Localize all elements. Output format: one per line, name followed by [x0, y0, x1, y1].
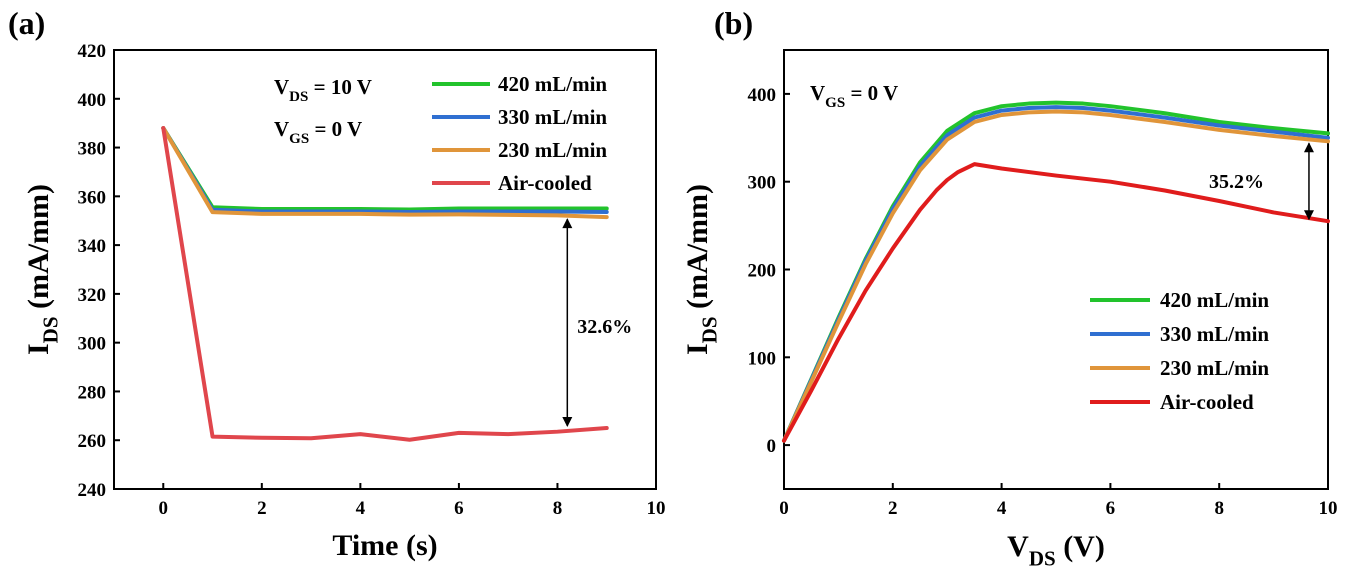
y-tick-label: 260	[78, 431, 107, 452]
plot-frame	[113, 49, 657, 490]
condition-label: VGS = 0 V	[274, 117, 362, 147]
annotation-arrowhead-top	[1303, 142, 1314, 153]
x-axis-label: Time (s)	[332, 529, 437, 562]
x-tick-label: 4	[356, 498, 366, 519]
x-axis-label: VDS (V)	[1007, 530, 1105, 570]
legend-label: Air-cooled	[498, 171, 592, 195]
y-tick-label: 300	[78, 334, 107, 355]
y-tick-label: 420	[78, 41, 107, 62]
y-tick-label: 400	[78, 90, 107, 111]
x-tick-label: 10	[1319, 498, 1338, 519]
y-tick-label: 240	[78, 480, 107, 501]
plot-frame	[783, 49, 1329, 490]
annotation-label: 35.2%	[1209, 171, 1264, 193]
series-line	[161, 126, 609, 212]
series-line	[782, 109, 1330, 443]
annotation-arrowhead-bottom	[1303, 210, 1314, 221]
y-tick-label: 300	[748, 173, 777, 194]
x-tick-label: 2	[257, 498, 267, 519]
y-axis-label: IDS (mA/mm)	[681, 184, 721, 355]
y-tick-label: 280	[78, 382, 107, 403]
x-tick-label: 0	[159, 498, 169, 519]
legend-label: 420 mL/min	[1160, 288, 1269, 312]
legend-label: 230 mL/min	[1160, 356, 1269, 380]
y-tick-label: 320	[78, 285, 107, 306]
panel-label: (b)	[714, 5, 753, 41]
annotation-arrowhead-top	[562, 218, 573, 229]
x-tick-label: 8	[553, 498, 563, 519]
series-line	[161, 126, 609, 442]
x-tick-label: 2	[888, 498, 898, 519]
y-tick-label: 380	[78, 139, 107, 160]
panel-label: (a)	[8, 5, 45, 41]
y-tick-label: 360	[78, 187, 107, 208]
condition-label: VDS = 10 V	[274, 75, 372, 105]
x-tick-label: 6	[454, 498, 464, 519]
y-tick-label: 340	[78, 236, 107, 257]
y-tick-label: 400	[748, 85, 777, 106]
legend-label: 330 mL/min	[1160, 322, 1269, 346]
y-tick-label: 200	[748, 261, 777, 282]
legend-label: 420 mL/min	[498, 72, 607, 96]
series-line	[782, 162, 1330, 443]
x-tick-label: 0	[779, 498, 789, 519]
x-tick-label: 10	[647, 498, 666, 519]
legend-label: 330 mL/min	[498, 105, 607, 129]
legend-label: Air-cooled	[1160, 390, 1254, 414]
annotation-label: 32.6%	[577, 316, 632, 338]
x-tick-label: 6	[1106, 498, 1116, 519]
chart-panel-a: (a) 0 2 4 6 8 10 240 260 280 300 320 340 360 380 400 420…	[8, 5, 666, 562]
x-tick-label: 8	[1214, 498, 1224, 519]
x-tick-label: 4	[997, 498, 1007, 519]
series-line	[161, 126, 609, 214]
annotation-arrowhead-bottom	[562, 417, 573, 428]
y-tick-label: 0	[767, 436, 777, 457]
y-axis-label: IDS (mA/mm)	[22, 184, 62, 355]
series-line	[161, 126, 609, 220]
condition-label: VGS = 0 V	[810, 81, 898, 111]
y-tick-label: 100	[748, 348, 777, 369]
legend-label: 230 mL/min	[498, 138, 607, 162]
